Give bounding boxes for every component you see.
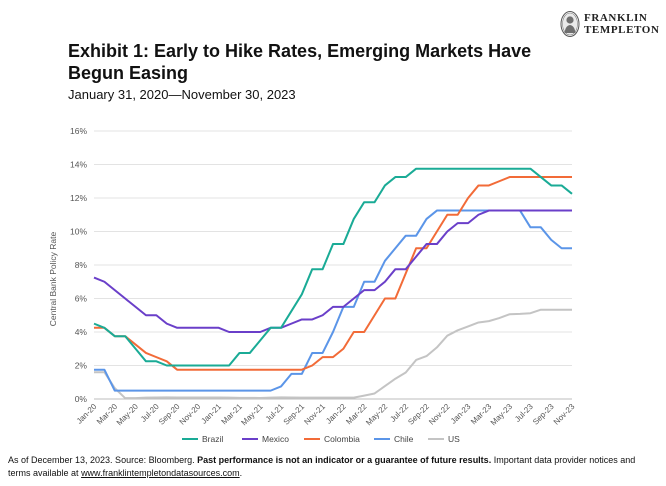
y-tick-label: 8%	[75, 260, 88, 270]
x-tick-label: Nov-21	[302, 402, 327, 427]
x-tick-label: Nov-22	[427, 402, 452, 427]
x-tick-label: Sep-21	[282, 402, 307, 427]
x-tick-label: Sep-22	[406, 402, 431, 427]
exhibit-title: Exhibit 1: Early to Hike Rates, Emerging…	[68, 41, 532, 83]
franklin-templeton-logo: FRANKLIN TEMPLETON	[560, 10, 664, 40]
footnote-suffix: Important data provider notices and term…	[8, 455, 636, 478]
policy-rate-line-chart: 0% 2% 4% 6% 8% 10% 12% 14% 16% Jan-20Mar-20May-2…	[48, 126, 577, 444]
y-tick-label: 16%	[70, 126, 87, 136]
x-tick-label: Jan-23	[449, 402, 473, 426]
legend-label: Brazil	[202, 434, 223, 444]
x-tick-label: May-22	[364, 402, 390, 428]
footnote-end: .	[239, 468, 243, 478]
y-tick-label: 6%	[75, 294, 88, 304]
series-line-colombia	[94, 176, 572, 371]
x-tick-label: May-20	[115, 402, 141, 428]
series-line-chile	[94, 209, 572, 392]
y-tick-label: 2%	[75, 361, 88, 371]
x-tick-label: May-21	[239, 402, 265, 428]
legend-label: Colombia	[324, 434, 360, 444]
logo-wordmark: FRANKLIN TEMPLETON	[584, 12, 660, 36]
logo-line-2: TEMPLETON	[584, 24, 660, 36]
x-tick-label: Jan-22	[324, 402, 348, 426]
footnote-disclaimer: Past performance is not an indicator or …	[197, 455, 492, 465]
legend-label: US	[448, 434, 460, 444]
y-axis-label: Central Bank Policy Rate	[48, 231, 58, 326]
y-tick-label: 10%	[70, 227, 87, 237]
x-tick-label: Nov-23	[552, 402, 577, 427]
y-tick-label: 14%	[70, 160, 87, 170]
data-sources-link[interactable]: www.franklintempletondatasources.com	[81, 468, 240, 478]
chart-legend: Brazil Mexico Colombia Chile US	[182, 434, 460, 444]
x-tick-label: Jan-21	[199, 402, 223, 426]
x-tick-label: Nov-20	[178, 402, 203, 427]
y-tick-label: 12%	[70, 193, 87, 203]
legend-label: Chile	[394, 434, 414, 444]
y-tick-label: 0%	[75, 394, 88, 404]
x-tick-label: Sep-23	[531, 402, 556, 427]
footnote-prefix: As of December 13, 2023. Source: Bloombe…	[8, 455, 195, 465]
logo-line-1: FRANKLIN	[584, 12, 648, 24]
x-tick-label: Sep-20	[157, 402, 182, 427]
y-axis-tick-labels: 0% 2% 4% 6% 8% 10% 12% 14% 16%	[70, 126, 87, 404]
series-line-mexico	[93, 209, 572, 333]
chart-grid	[94, 130, 572, 400]
source-footnote: As of December 13, 2023. Source: Bloombe…	[8, 454, 658, 480]
x-tick-label: May-23	[489, 402, 515, 428]
exhibit-subtitle: January 31, 2020—November 30, 2023	[68, 87, 296, 102]
series-line-brazil	[93, 167, 573, 367]
y-tick-label: 4%	[75, 327, 88, 337]
x-tick-label: Jan-20	[75, 402, 99, 426]
chart-series-lines	[93, 167, 573, 400]
franklin-bust-logo-icon	[560, 11, 580, 37]
series-line-us	[94, 308, 572, 400]
legend-label: Mexico	[262, 434, 289, 444]
